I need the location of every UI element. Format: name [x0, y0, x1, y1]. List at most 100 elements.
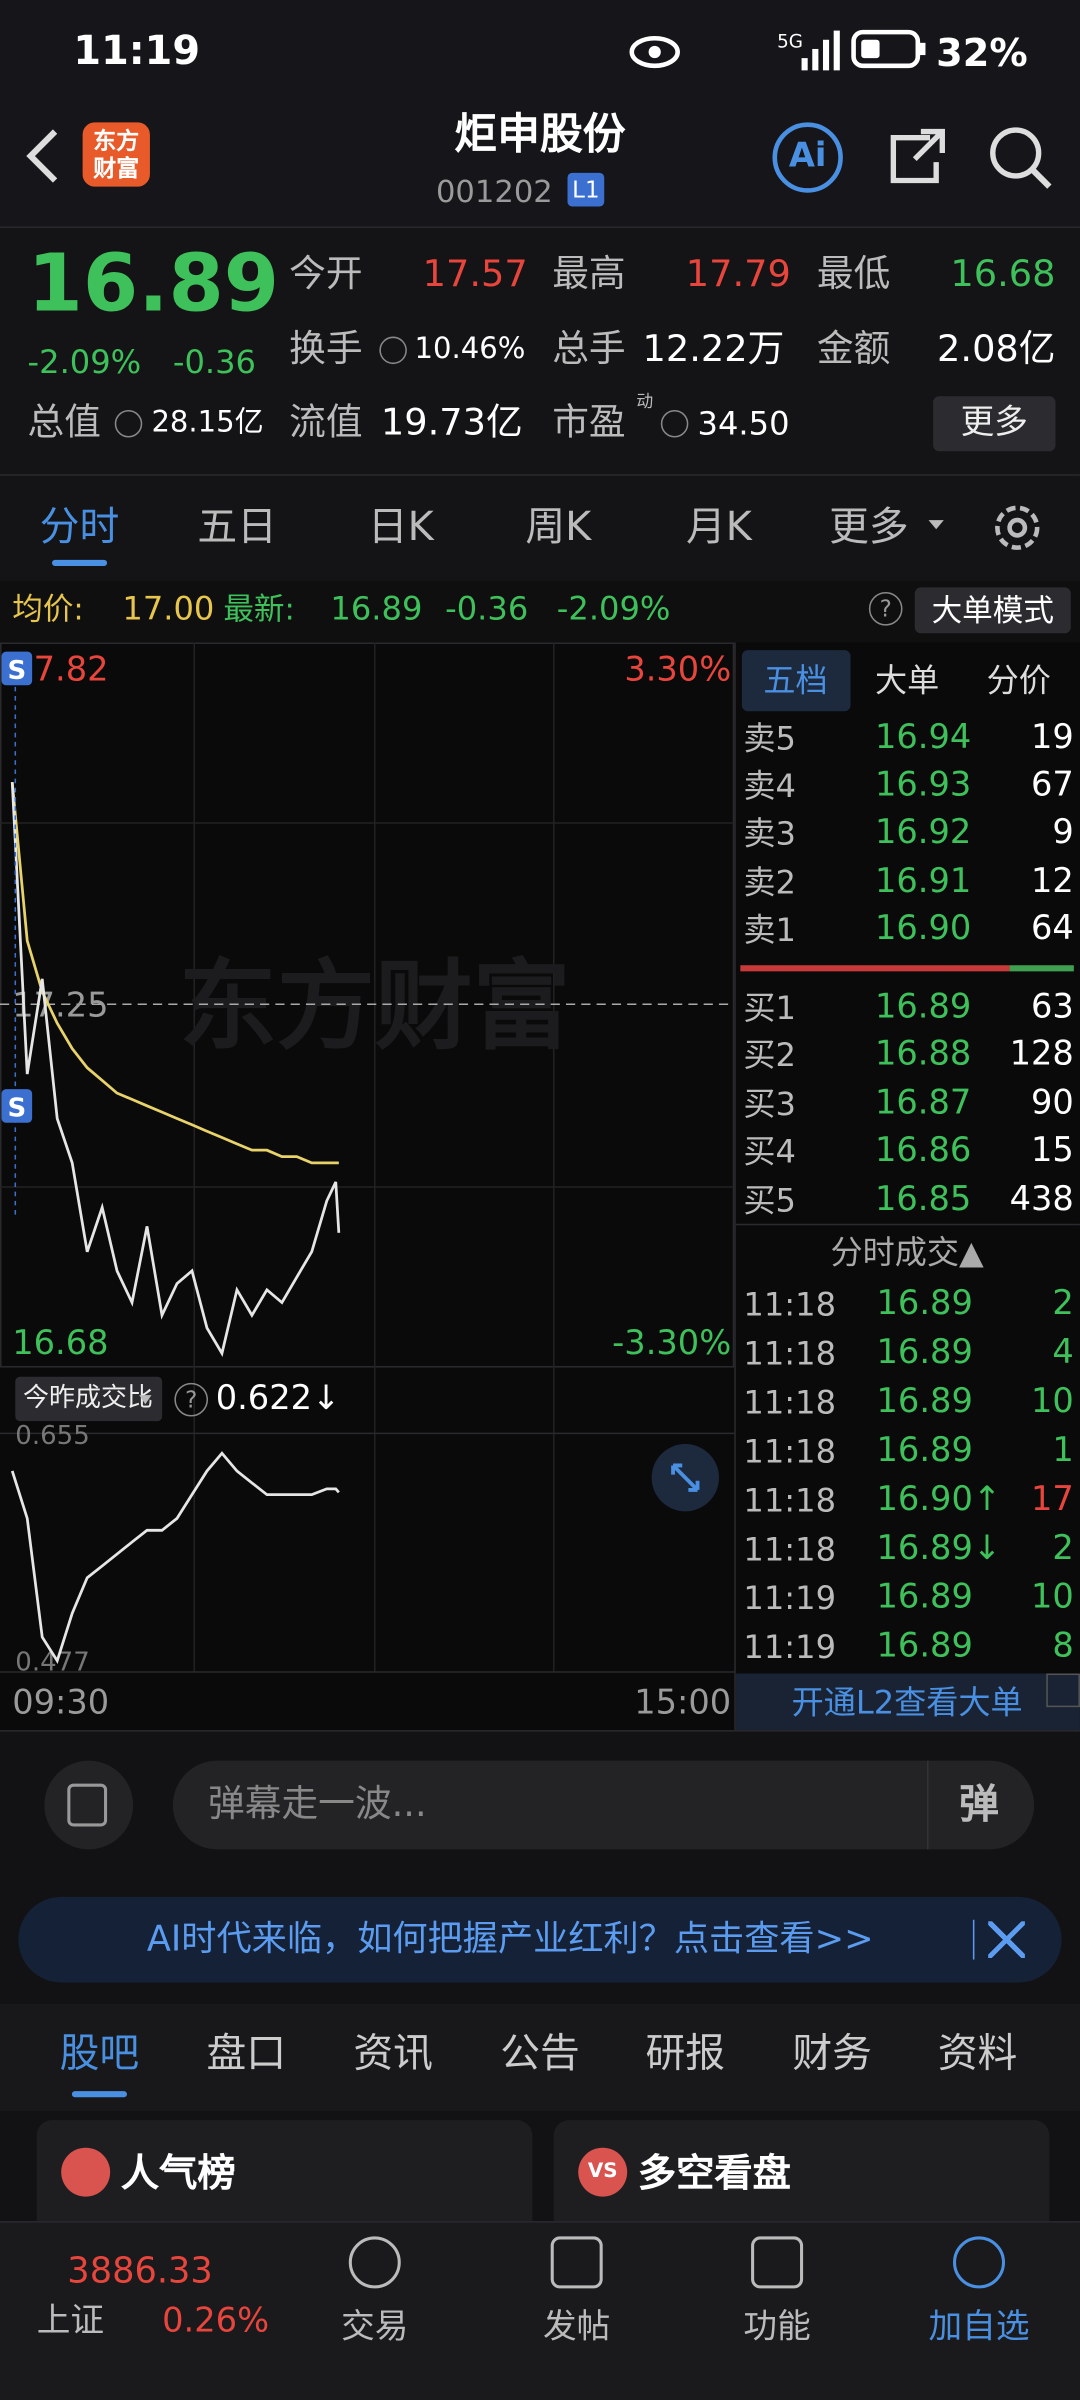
help-mark: ? — [879, 594, 892, 623]
trade-price: 16.89 — [876, 1383, 973, 1422]
card-title[interactable]: 多空看盘 — [637, 2149, 791, 2195]
card-icon — [578, 2147, 628, 2197]
back-button[interactable] — [21, 128, 67, 183]
banner-text[interactable]: AI时代来临，如何把握产业红利？点击查看>> — [146, 1919, 874, 1960]
share-button[interactable] — [884, 122, 951, 189]
book-ratio-bar — [1009, 965, 1074, 972]
mode-button[interactable] — [914, 587, 1071, 634]
trade-marker — [1, 1089, 33, 1123]
dropdown-caret — [928, 520, 944, 530]
field-value: 28.15亿 — [151, 405, 264, 440]
chart-tab[interactable]: 更多 — [829, 504, 909, 551]
nav-label[interactable]: 交易 — [341, 2308, 409, 2348]
latest-change-pct: -2.09% — [556, 590, 671, 628]
banner-close[interactable] — [988, 1921, 1025, 1959]
l2-close[interactable] — [1046, 1673, 1080, 1708]
trade-volume: 8 — [1052, 1628, 1074, 1667]
section-tab[interactable]: 资讯 — [353, 2031, 433, 2078]
banner-sep — [972, 1919, 975, 1960]
chart-tab[interactable]: 日K — [367, 504, 434, 551]
trade-time: 11:18 — [743, 1433, 837, 1470]
quote-panel — [0, 226, 1080, 475]
section-tab[interactable]: 研报 — [645, 2031, 726, 2078]
ratio-label-box[interactable] — [15, 1376, 163, 1422]
status-bar — [0, 0, 1080, 105]
nav-label[interactable]: 发帖 — [543, 2308, 611, 2348]
field-value: 12.22万 — [642, 327, 785, 371]
ratio-label[interactable]: 今昨成交比 — [22, 1383, 153, 1415]
field-label: 总值 — [27, 400, 101, 444]
book-tab[interactable]: 分价 — [986, 662, 1051, 700]
battery-icon — [851, 29, 926, 69]
bid-label: 买4 — [743, 1133, 797, 1171]
bid-label: 买5 — [743, 1182, 797, 1220]
help-circle — [868, 591, 903, 626]
settings-button[interactable] — [987, 497, 1048, 558]
banner[interactable] — [18, 1896, 1062, 1983]
trade-price: 16.89 — [876, 1579, 973, 1618]
info-icon — [114, 409, 143, 438]
book-tab[interactable]: 大单 — [874, 662, 940, 700]
bid-volume: 128 — [1009, 1036, 1074, 1075]
l2-link[interactable]: 开通L2查看大单 — [791, 1684, 1023, 1721]
info-icon — [379, 336, 407, 365]
chart-tab[interactable]: 周K — [525, 504, 592, 551]
index-value: 3886.33 — [67, 2251, 213, 2292]
x-tick-label: 15:00 — [634, 1682, 731, 1721]
trade-price: 16.89 — [876, 1285, 973, 1324]
trade-volume: 4 — [1052, 1334, 1074, 1373]
chart-tab[interactable]: 分时 — [39, 504, 120, 551]
expand-button[interactable] — [650, 1443, 720, 1513]
nav-icon[interactable] — [348, 2236, 401, 2289]
avg-label: 均价: — [12, 589, 84, 627]
comment-placeholder[interactable]: 弹幕走一波... — [208, 1782, 427, 1826]
latest-price: 16.89 — [330, 590, 423, 628]
field-value: 17.79 — [685, 252, 791, 296]
nav-label[interactable]: 加自选 — [928, 2308, 1030, 2348]
section-tab[interactable]: 盘口 — [206, 2031, 287, 2078]
trade-time: 11:18 — [743, 1286, 837, 1324]
nav-icon[interactable] — [953, 2236, 1006, 2289]
more-text[interactable]: 更多 — [960, 404, 1028, 443]
field-label: 换手 — [289, 327, 363, 371]
ai-button[interactable] — [772, 122, 843, 193]
field-value: 34.50 — [697, 405, 790, 443]
book-tab-active — [741, 650, 851, 712]
info-icon — [660, 409, 689, 438]
ai-text[interactable]: Ai — [788, 138, 827, 177]
latest-change: -0.36 — [445, 590, 529, 628]
card-title[interactable]: 人气榜 — [120, 2149, 236, 2195]
comment-icon-glyph — [67, 1783, 108, 1827]
book-tab[interactable]: 五档 — [763, 662, 828, 700]
bid-price: 16.89 — [874, 988, 972, 1027]
card-badge: VS — [587, 2159, 618, 2183]
comment-input[interactable] — [172, 1760, 1035, 1850]
ratio-tick-label: 0.655 — [15, 1421, 89, 1451]
chart-tab[interactable]: 月K — [686, 504, 752, 551]
comment-icon[interactable] — [44, 1760, 134, 1850]
section-tab[interactable]: 股吧 — [59, 2031, 140, 2078]
nav-icon[interactable] — [550, 2236, 603, 2289]
field-label: 金额 — [816, 327, 891, 371]
mode-text[interactable]: 大单模式 — [931, 591, 1054, 629]
field-value: 17.57 — [422, 252, 528, 296]
chart-tab[interactable]: 五日 — [197, 504, 277, 551]
l2-bar[interactable] — [735, 1673, 1080, 1731]
book-ratio-bar — [740, 965, 1010, 972]
help-mark: ? — [185, 1385, 198, 1413]
help-circle — [174, 1382, 209, 1417]
bottom-nav — [0, 2221, 1080, 2400]
danmaku-button[interactable]: 弹 — [959, 1781, 999, 1828]
bid-price: 16.87 — [874, 1085, 972, 1124]
logo-text: 东方财富 — [93, 126, 140, 183]
nav-icon[interactable] — [751, 2236, 804, 2289]
section-tab[interactable]: 财务 — [792, 2031, 872, 2078]
search-button[interactable] — [985, 122, 1058, 192]
section-tab[interactable]: 资料 — [937, 2031, 1018, 2078]
book-divider — [735, 1223, 1080, 1226]
more-button[interactable] — [933, 396, 1056, 452]
nav-label[interactable]: 功能 — [743, 2308, 811, 2348]
section-tab[interactable]: 公告 — [500, 2031, 580, 2078]
